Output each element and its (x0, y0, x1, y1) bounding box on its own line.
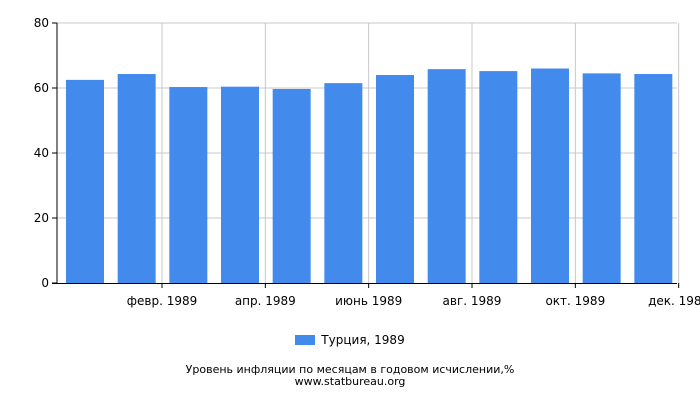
y-tick-label: 60 (34, 81, 49, 95)
chart-caption: Уровень инфляции по месяцам в годовом ис… (185, 363, 515, 376)
bar (582, 73, 621, 283)
bars (66, 68, 673, 284)
x-tick-label: авг. 1989 (443, 294, 502, 308)
legend-label: Турция, 1989 (321, 333, 405, 347)
bar (324, 83, 363, 283)
legend: Турция, 1989 (0, 331, 700, 349)
y-tick-label: 0 (41, 276, 49, 290)
bar (272, 88, 311, 283)
bar (169, 87, 208, 284)
bar (66, 79, 104, 283)
bar (634, 74, 673, 284)
y-tick-label: 80 (34, 16, 49, 30)
legend-swatch (295, 335, 316, 345)
x-tick-label: дек. 1989 (648, 294, 700, 308)
source-url[interactable]: www.statbureau.org (294, 375, 406, 388)
bar (117, 74, 156, 284)
y-tick-label: 20 (34, 211, 49, 225)
bar (479, 71, 518, 283)
y-tick-label: 40 (34, 146, 49, 160)
x-tick-label: апр. 1989 (235, 294, 296, 308)
bar (531, 68, 569, 283)
bar (427, 69, 466, 284)
axes: 0 20 40 60 80 февр. 1989 апр. 1989 июнь 1989 авг… (34, 16, 700, 308)
x-tick-label: окт. 1989 (545, 294, 605, 308)
bar (221, 86, 259, 283)
x-tick-label: февр. 1989 (127, 294, 198, 308)
grid-lines (57, 22, 680, 283)
x-tick-label: июнь 1989 (335, 294, 402, 308)
bar-chart: 0 20 40 60 80 февр. 1989 апр. 1989 июнь 1989 авг… (34, 16, 700, 308)
bar (376, 75, 414, 283)
